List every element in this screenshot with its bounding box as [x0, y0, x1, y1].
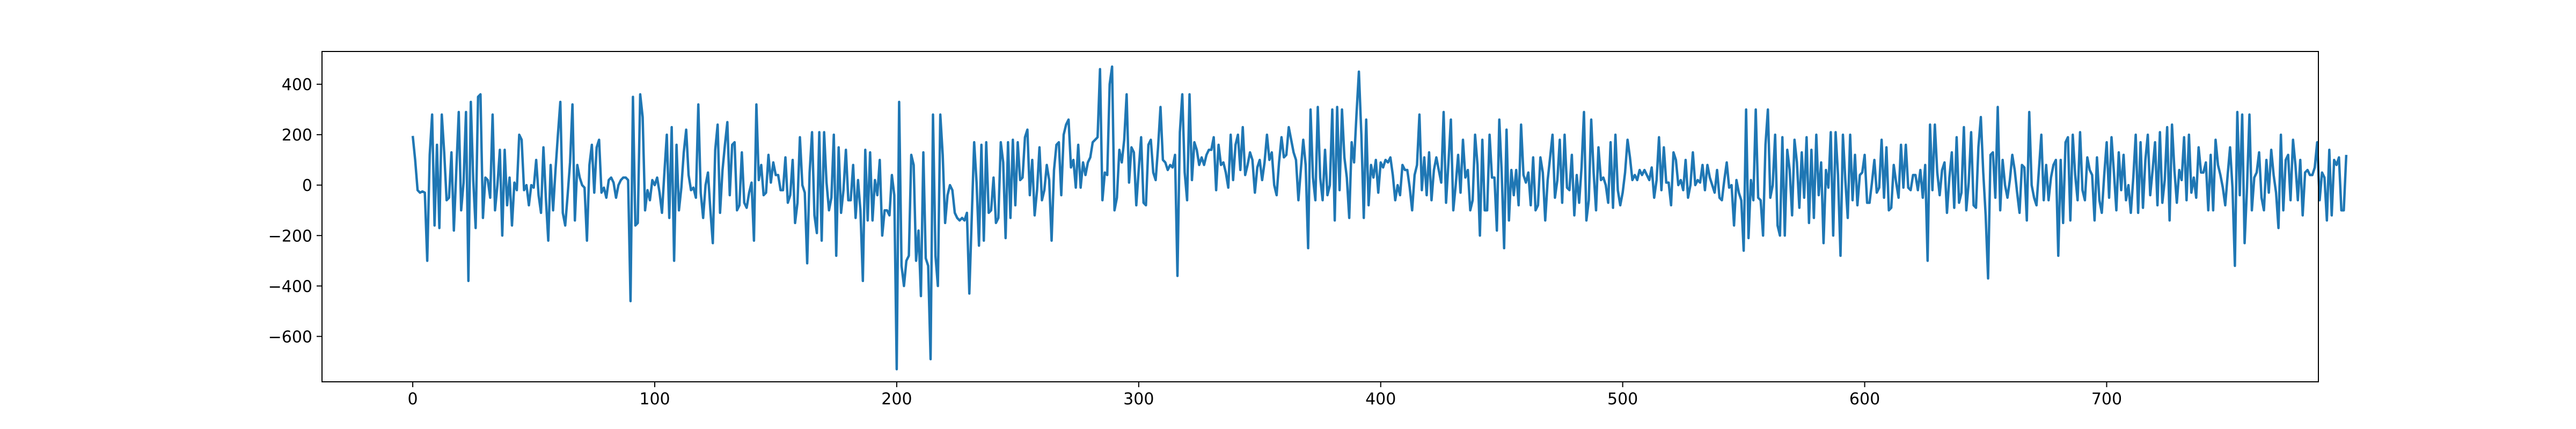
x-axis: 0 100 200 300 400 500 600 700: [408, 382, 2122, 409]
y-tick-label: 400: [282, 76, 312, 94]
x-tick-label: 0: [408, 390, 418, 409]
y-tick-label: −600: [268, 328, 312, 346]
y-tick-label: −400: [268, 277, 312, 296]
y-axis: −600 −400 −200 0 200 400: [268, 76, 322, 346]
x-tick-label: 200: [881, 390, 912, 409]
x-tick-label: 700: [2091, 390, 2122, 409]
x-tick-label: 500: [1607, 390, 1638, 409]
y-tick-label: −200: [268, 227, 312, 246]
x-tick-label: 100: [639, 390, 670, 409]
y-tick-label: 0: [302, 176, 312, 195]
x-tick-label: 300: [1123, 390, 1154, 409]
x-tick-label: 400: [1365, 390, 1396, 409]
series-line-0: [411, 65, 2348, 371]
y-tick-label: 200: [282, 126, 312, 145]
plot-area: [411, 65, 2348, 371]
x-tick-label: 600: [1849, 390, 1880, 409]
axes-frame: [321, 51, 2319, 382]
